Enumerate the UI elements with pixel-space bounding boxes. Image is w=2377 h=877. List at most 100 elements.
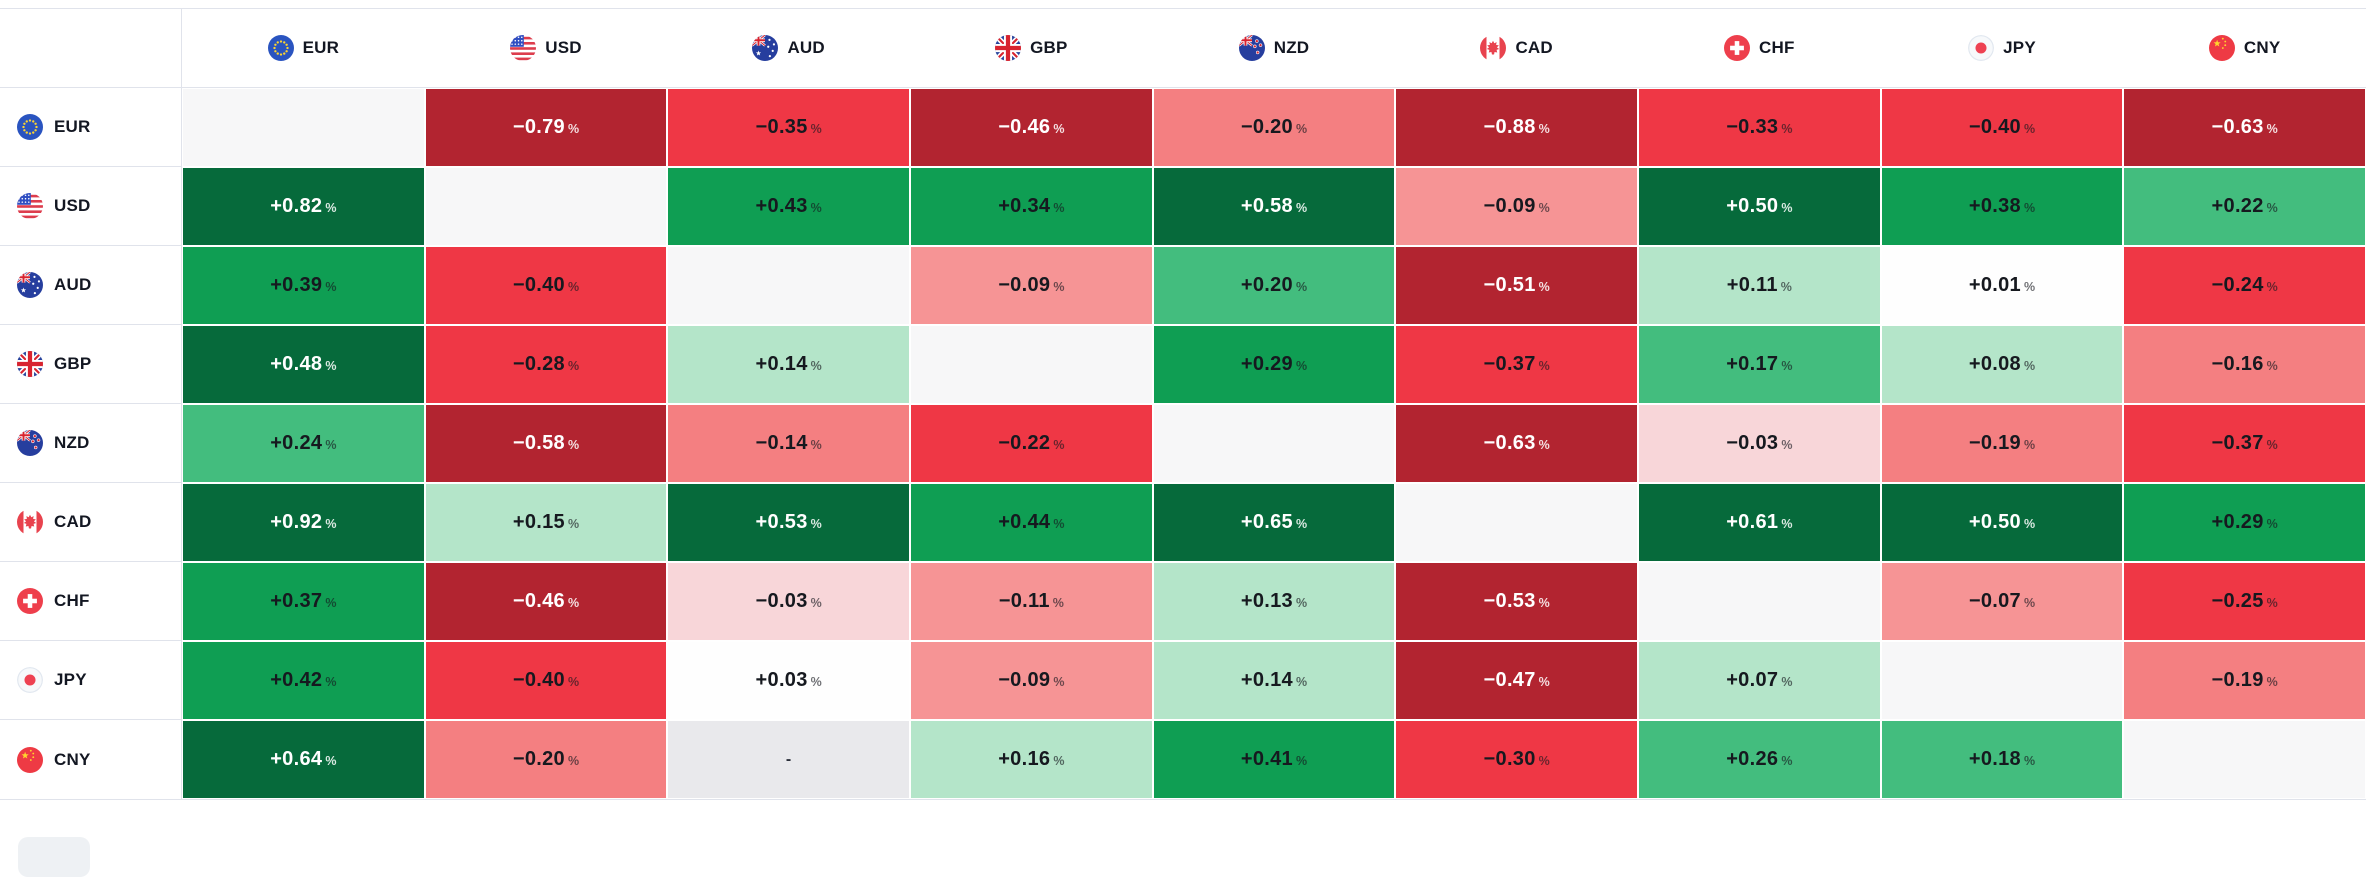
heatmap-cell-gbp-usd[interactable]: −0.28% (424, 325, 668, 404)
cell-percent-sign: % (1538, 754, 1550, 768)
heatmap-cell-usd-cny[interactable]: +0.22% (2123, 167, 2366, 246)
heatmap-cell-cad-nzd[interactable]: +0.65% (1152, 483, 1396, 562)
row-header-aud[interactable]: AUD (0, 246, 182, 325)
row-header-nzd[interactable]: NZD (0, 404, 182, 483)
heatmap-cell-cny-cad[interactable]: −0.30% (1395, 720, 1638, 799)
heatmap-cell-usd-aud[interactable]: +0.43% (667, 167, 910, 246)
heatmap-cell-eur-cny[interactable]: −0.63% (2123, 88, 2366, 167)
heatmap-cell-aud-gbp[interactable]: −0.09% (910, 246, 1153, 325)
column-header-cny[interactable]: CNY (2123, 9, 2366, 88)
column-header-nzd[interactable]: NZD (1152, 9, 1396, 88)
heatmap-cell-chf-eur[interactable]: +0.37% (182, 562, 425, 641)
heatmap-cell-chf-cny[interactable]: −0.25% (2123, 562, 2366, 641)
heatmap-cell-usd-nzd[interactable]: +0.58% (1152, 167, 1396, 246)
heatmap-cell-jpy-aud[interactable]: +0.03% (667, 641, 910, 720)
heatmap-cell-jpy-nzd[interactable]: +0.14% (1152, 641, 1396, 720)
heatmap-cell-usd-jpy[interactable]: +0.38% (1880, 167, 2124, 246)
heatmap-cell-cad-aud[interactable]: +0.53% (667, 483, 910, 562)
heatmap-cell-eur-gbp[interactable]: −0.46% (910, 88, 1153, 167)
heatmap-cell-cny-chf[interactable]: +0.26% (1638, 720, 1881, 799)
heatmap-cell-eur-cad[interactable]: −0.88% (1395, 88, 1638, 167)
column-header-eur[interactable]: EUR (182, 9, 425, 88)
heatmap-cell-chf-gbp[interactable]: −0.11% (910, 562, 1153, 641)
heatmap-cell-nzd-chf[interactable]: −0.03% (1638, 404, 1881, 483)
heatmap-cell-jpy-cad[interactable]: −0.47% (1395, 641, 1638, 720)
heatmap-cell-chf-nzd[interactable]: +0.13% (1152, 562, 1396, 641)
heatmap-cell-cad-chf[interactable]: +0.61% (1638, 483, 1881, 562)
heatmap-cell-chf-aud[interactable]: −0.03% (667, 562, 910, 641)
heatmap-cell-eur-jpy[interactable]: −0.40% (1880, 88, 2124, 167)
heatmap-cell-cad-usd[interactable]: +0.15% (424, 483, 668, 562)
row-header-jpy[interactable]: JPY (0, 641, 182, 720)
column-header-jpy[interactable]: JPY (1880, 9, 2124, 88)
cell-value: +0.14 (1240, 669, 1293, 691)
heatmap-cell-cad-gbp[interactable]: +0.44% (910, 483, 1153, 562)
heatmap-cell-nzd-cad[interactable]: −0.63% (1395, 404, 1638, 483)
cell-value: −0.03 (1726, 432, 1779, 454)
heatmap-cell-eur-chf[interactable]: −0.33% (1638, 88, 1881, 167)
column-header-chf[interactable]: CHF (1638, 9, 1881, 88)
column-header-usd[interactable]: USD (424, 9, 668, 88)
column-header-gbp[interactable]: GBP (910, 9, 1153, 88)
heatmap-cell-cny-nzd[interactable]: +0.41% (1152, 720, 1396, 799)
heatmap-cell-nzd-cny[interactable]: −0.37% (2123, 404, 2366, 483)
heatmap-cell-cny-jpy[interactable]: +0.18% (1880, 720, 2124, 799)
heatmap-cell-jpy-gbp[interactable]: −0.09% (910, 641, 1153, 720)
heatmap-cell-jpy-eur[interactable]: +0.42% (182, 641, 425, 720)
heatmap-cell-gbp-cny[interactable]: −0.16% (2123, 325, 2366, 404)
column-header-aud[interactable]: AUD (667, 9, 910, 88)
heatmap-cell-jpy-cny[interactable]: −0.19% (2123, 641, 2366, 720)
heatmap-cell-gbp-aud[interactable]: +0.14% (667, 325, 910, 404)
heatmap-cell-nzd-gbp[interactable]: −0.22% (910, 404, 1153, 483)
cell-value: −0.37 (2211, 432, 2264, 454)
column-header-cad[interactable]: CAD (1395, 9, 1638, 88)
heatmap-cell-cad-eur[interactable]: +0.92% (182, 483, 425, 562)
heatmap-cell-cny-gbp[interactable]: +0.16% (910, 720, 1153, 799)
heatmap-cell-jpy-chf[interactable]: +0.07% (1638, 641, 1881, 720)
row-header-gbp[interactable]: GBP (0, 325, 182, 404)
heatmap-cell-cad-jpy[interactable]: +0.50% (1880, 483, 2124, 562)
row-header-usd[interactable]: USD (0, 167, 182, 246)
heatmap-cell-eur-aud[interactable]: −0.35% (667, 88, 910, 167)
heatmap-cell-aud-nzd[interactable]: +0.20% (1152, 246, 1396, 325)
heatmap-cell-gbp-jpy[interactable]: +0.08% (1880, 325, 2124, 404)
heatmap-cell-gbp-nzd[interactable]: +0.29% (1152, 325, 1396, 404)
heatmap-cell-aud-cny[interactable]: −0.24% (2123, 246, 2366, 325)
heatmap-cell-eur-nzd[interactable]: −0.20% (1152, 88, 1396, 167)
heatmap-cell-nzd-usd[interactable]: −0.58% (424, 404, 668, 483)
heatmap-cell-usd-gbp[interactable]: +0.34% (910, 167, 1153, 246)
heatmap-cell-nzd-eur[interactable]: +0.24% (182, 404, 425, 483)
heatmap-cell-aud-chf[interactable]: +0.11% (1638, 246, 1881, 325)
heatmap-cell-nzd-jpy[interactable]: −0.19% (1880, 404, 2124, 483)
heatmap-cell-aud-eur[interactable]: +0.39% (182, 246, 425, 325)
cell-value: +0.65 (1240, 511, 1293, 533)
heatmap-cell-chf-cad[interactable]: −0.53% (1395, 562, 1638, 641)
heatmap-zoom-control-button[interactable] (18, 837, 90, 877)
row-header-chf[interactable]: CHF (0, 562, 182, 641)
heatmap-cell-usd-chf[interactable]: +0.50% (1638, 167, 1881, 246)
heatmap-cell-cny-usd[interactable]: −0.20% (424, 720, 668, 799)
row-header-cad[interactable]: CAD (0, 483, 182, 562)
heatmap-cell-usd-eur[interactable]: +0.82% (182, 167, 425, 246)
heatmap-cell-gbp-cad[interactable]: −0.37% (1395, 325, 1638, 404)
cell-percent-sign: % (1295, 754, 1308, 768)
heatmap-cell-cny-eur[interactable]: +0.64% (182, 720, 425, 799)
row-header-label: NZD (54, 433, 90, 452)
heatmap-cell-aud-cad[interactable]: −0.51% (1395, 246, 1638, 325)
heatmap-cell-chf-usd[interactable]: −0.46% (424, 562, 668, 641)
row-header-eur[interactable]: EUR (0, 88, 182, 167)
heatmap-cell-cad-cny[interactable]: +0.29% (2123, 483, 2366, 562)
heatmap-cell-eur-usd[interactable]: −0.79% (424, 88, 668, 167)
heatmap-cell-chf-jpy[interactable]: −0.07% (1880, 562, 2124, 641)
heatmap-cell-gbp-chf[interactable]: +0.17% (1638, 325, 1881, 404)
heatmap-cell-nzd-aud[interactable]: −0.14% (667, 404, 910, 483)
cell-value: +0.48 (270, 353, 323, 375)
heatmap-cell-jpy-usd[interactable]: −0.40% (424, 641, 668, 720)
heatmap-cell-aud-jpy[interactable]: +0.01% (1880, 246, 2124, 325)
row-header-cny[interactable]: CNY (0, 720, 182, 799)
heatmap-cell-aud-usd[interactable]: −0.40% (424, 246, 668, 325)
heatmap-cell-gbp-eur[interactable]: +0.48% (182, 325, 425, 404)
row-header-label: AUD (54, 275, 92, 294)
cell-value: −0.63 (2211, 116, 2264, 138)
heatmap-cell-usd-cad[interactable]: −0.09% (1395, 167, 1638, 246)
